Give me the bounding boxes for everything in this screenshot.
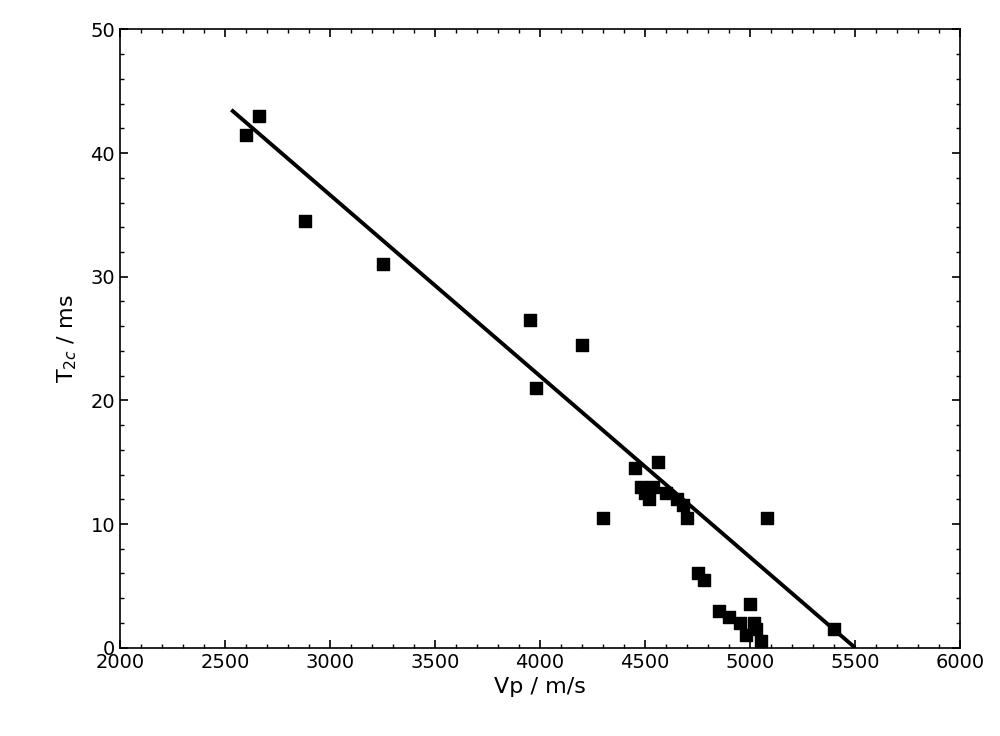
Point — [696, 574, 712, 586]
Point — [658, 487, 674, 499]
Point — [251, 110, 267, 122]
Point — [679, 512, 695, 524]
Point — [633, 481, 649, 493]
Point — [675, 500, 691, 512]
Point — [522, 314, 538, 326]
Point — [595, 512, 611, 524]
Point — [637, 487, 653, 499]
Point — [826, 623, 842, 635]
Point — [732, 617, 748, 629]
X-axis label: Vp / m/s: Vp / m/s — [494, 677, 586, 697]
Point — [574, 339, 590, 350]
Point — [738, 629, 754, 641]
Point — [710, 605, 726, 617]
Y-axis label: T$_{2c}$ / ms: T$_{2c}$ / ms — [56, 294, 79, 383]
Point — [753, 636, 769, 648]
Point — [742, 598, 758, 610]
Point — [690, 567, 706, 579]
Point — [650, 456, 666, 468]
Point — [528, 382, 544, 394]
Point — [668, 493, 684, 505]
Point — [759, 512, 775, 524]
Point — [645, 481, 661, 493]
Point — [238, 129, 254, 141]
Point — [746, 617, 762, 629]
Point — [641, 493, 657, 505]
Point — [626, 462, 643, 474]
Point — [297, 215, 313, 227]
Point — [721, 611, 737, 623]
Point — [374, 258, 390, 270]
Point — [748, 623, 764, 635]
